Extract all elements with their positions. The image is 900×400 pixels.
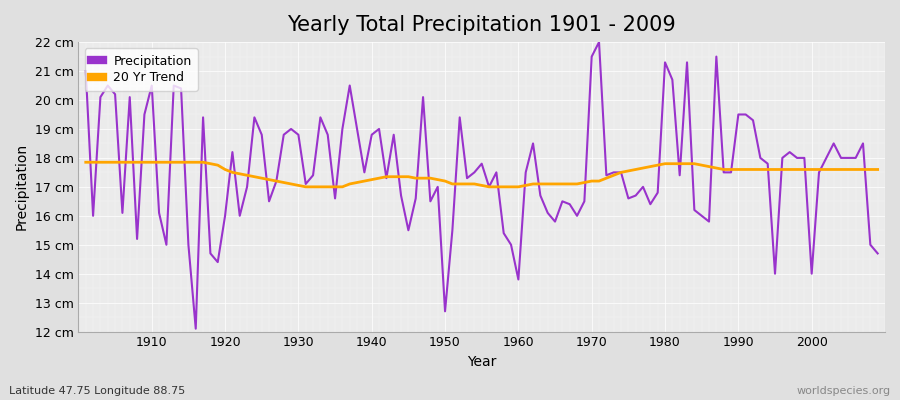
Text: worldspecies.org: worldspecies.org <box>796 386 891 396</box>
Precipitation <box>190 326 201 331</box>
Legend: Precipitation, 20 Yr Trend: Precipitation, 20 Yr Trend <box>85 48 198 91</box>
Precipitation <box>80 69 91 74</box>
Precipitation <box>520 170 531 175</box>
20 Yr Trend <box>301 184 311 189</box>
Title: Yearly Total Precipitation 1901 - 2009: Yearly Total Precipitation 1901 - 2009 <box>287 15 676 35</box>
Text: Latitude 47.75 Longitude 88.75: Latitude 47.75 Longitude 88.75 <box>9 386 185 396</box>
20 Yr Trend <box>352 180 363 185</box>
20 Yr Trend <box>80 160 91 165</box>
Precipitation <box>308 173 319 178</box>
20 Yr Trend <box>139 160 149 165</box>
Line: 20 Yr Trend: 20 Yr Trend <box>86 162 878 187</box>
Precipitation <box>352 126 363 131</box>
20 Yr Trend <box>872 167 883 172</box>
Line: Precipitation: Precipitation <box>86 42 878 329</box>
Precipitation <box>513 277 524 282</box>
Precipitation <box>594 40 605 44</box>
Precipitation <box>616 170 626 175</box>
X-axis label: Year: Year <box>467 355 497 369</box>
20 Yr Trend <box>608 173 619 178</box>
Y-axis label: Precipitation: Precipitation <box>15 143 29 230</box>
20 Yr Trend <box>513 184 524 189</box>
Precipitation <box>872 251 883 256</box>
Precipitation <box>139 112 149 117</box>
20 Yr Trend <box>308 184 319 189</box>
20 Yr Trend <box>520 183 531 188</box>
